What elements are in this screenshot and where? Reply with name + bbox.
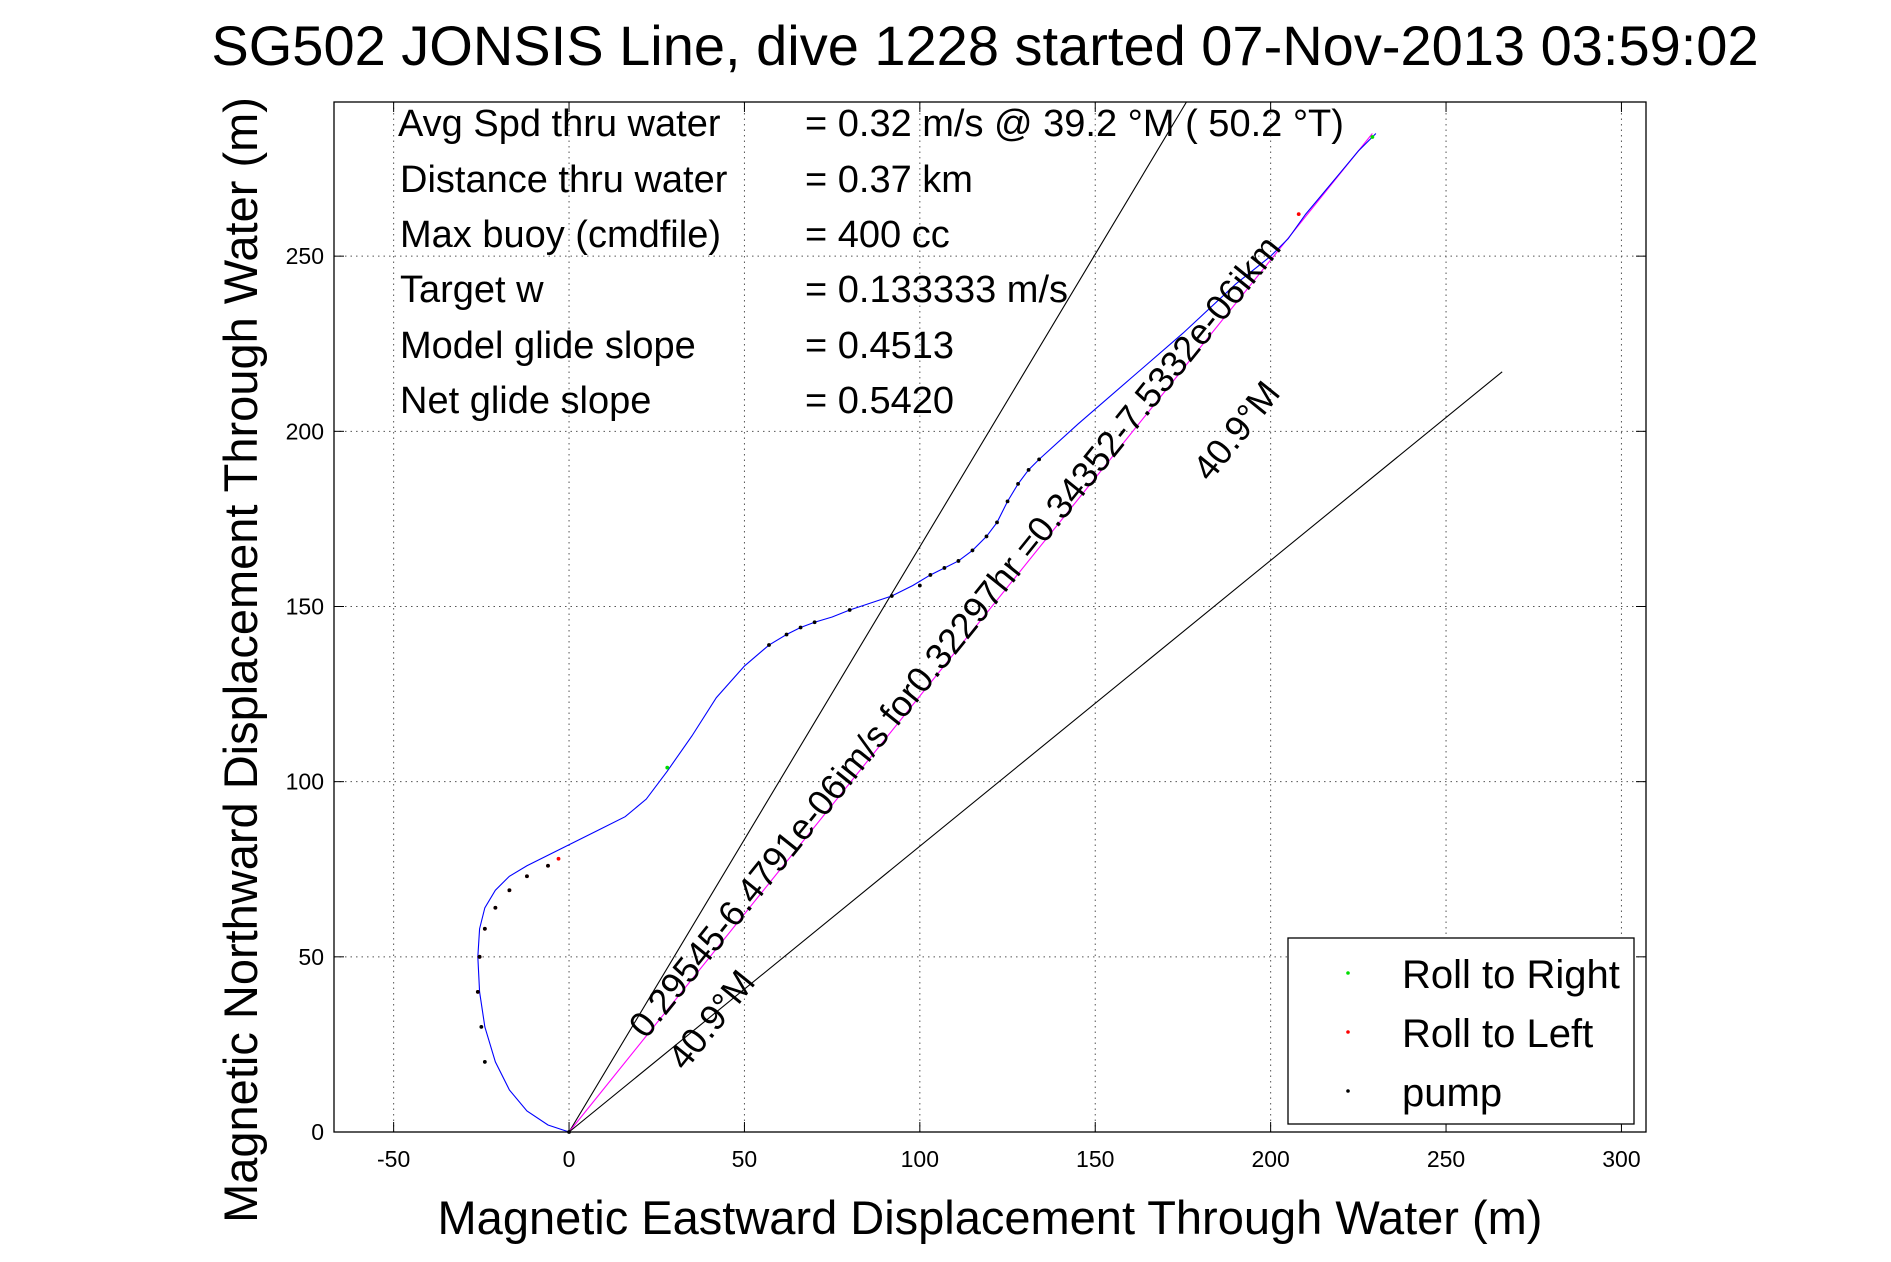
point-pump	[798, 625, 803, 630]
x-tick-label: 250	[1427, 1146, 1465, 1172]
x-tick-label: -50	[377, 1146, 410, 1172]
annotation-value: = 0.32 m/s @ 39.2 °M ( 50.2 °T)	[805, 103, 1344, 145]
y-tick-label: 150	[286, 593, 324, 619]
point-pump	[525, 874, 529, 879]
point-pump	[767, 643, 771, 647]
annotation-label: Net glide slope	[400, 380, 651, 422]
point-pump	[942, 566, 947, 570]
point-pump	[482, 926, 487, 931]
point-pump	[1037, 457, 1042, 462]
legend-label-roll-right: Roll to Right	[1402, 953, 1620, 997]
plot-frame	[333, 101, 1647, 1133]
x-tick-label: 100	[901, 1146, 939, 1172]
legend-marker-pump	[1346, 1089, 1350, 1093]
point-pump	[546, 863, 550, 868]
x-tick-label: 50	[732, 1146, 758, 1172]
annotation-value: = 0.37 km	[805, 159, 973, 201]
legend-box	[1287, 937, 1635, 1125]
point-pump	[475, 989, 480, 994]
point-pump	[928, 573, 933, 577]
y-tick-label: 200	[286, 418, 324, 444]
point-roll-to-right	[665, 765, 670, 770]
reference-line-heading-offset	[568, 371, 1503, 1133]
y-tick-label: 0	[311, 1119, 324, 1145]
point-pump	[784, 632, 789, 637]
legend-marker-roll-right	[1346, 971, 1350, 975]
point-pump	[995, 520, 999, 525]
x-tick-label: 150	[1076, 1146, 1114, 1172]
point-pump	[1026, 467, 1031, 472]
annotation-value: = 0.5420	[805, 380, 954, 422]
point-roll-to-left	[556, 856, 561, 861]
annotation-block: Avg Spd thru water = 0.32 m/s @ 39.2 °M …	[398, 103, 1344, 422]
annotation-label: Model glide slope	[400, 325, 696, 367]
annotation-value: = 0.133333 m/s	[805, 269, 1068, 311]
point-pump	[493, 905, 498, 910]
point-pump	[984, 534, 989, 539]
annotation-label: Max buoy (cmdfile)	[400, 214, 721, 256]
x-tick-label: 200	[1251, 1146, 1289, 1172]
y-tick-label: 250	[286, 243, 324, 269]
point-pump	[956, 559, 961, 563]
point-pump	[847, 608, 852, 612]
data-series	[475, 133, 1377, 1134]
point-pump	[477, 954, 482, 959]
legend-label-roll-left: Roll to Left	[1402, 1012, 1593, 1056]
annotation-label: Avg Spd thru water	[398, 103, 721, 145]
reference-line-net-current	[568, 133, 1373, 1133]
point-pump	[812, 620, 817, 625]
annotation-value: = 400 cc	[805, 214, 950, 256]
point-roll-to-right	[1370, 135, 1375, 139]
point-pump	[1005, 499, 1010, 504]
legend-label-pump: pump	[1402, 1071, 1502, 1115]
point-pump	[507, 888, 512, 893]
x-tick-label: 300	[1602, 1146, 1640, 1172]
y-axis-label: Magnetic Northward Displacement Through …	[214, 97, 267, 1223]
point-pump	[970, 548, 975, 553]
annotation-value: = 0.4513	[805, 325, 954, 367]
point-pump	[1016, 481, 1020, 486]
x-tick-label: 0	[563, 1146, 576, 1172]
point-roll-to-left	[1296, 212, 1301, 217]
point-pump	[479, 1024, 484, 1029]
reference-line-heading	[568, 101, 1187, 1133]
dive-track-line	[477, 133, 1377, 1133]
y-tick-label: 50	[298, 944, 324, 970]
point-pump	[917, 583, 922, 588]
reference-lines	[568, 101, 1503, 1133]
point-pump	[482, 1060, 487, 1064]
annotation-label: Target w	[400, 269, 544, 311]
axis-ticks: -50 0 50 100 150 200 250 300 0 50 100 150 200 250	[286, 102, 1646, 1172]
legend-marker-roll-left	[1346, 1030, 1350, 1034]
legend: Roll to Right Roll to Left pump	[1287, 937, 1635, 1125]
annotation-label: Distance thru water	[400, 159, 728, 201]
y-tick-label: 100	[286, 769, 324, 795]
point-pump	[889, 594, 894, 598]
chart-title: SG502 JONSIS Line, dive 1228 started 07-…	[211, 14, 1758, 77]
x-axis-label: Magnetic Eastward Displacement Through W…	[438, 1191, 1543, 1244]
